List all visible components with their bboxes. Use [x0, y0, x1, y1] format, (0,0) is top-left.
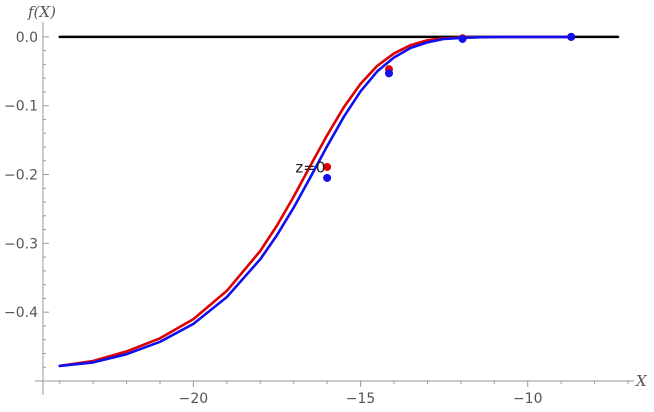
data-points — [323, 32, 576, 182]
axes: −20 −15 −10 0.0 −0.1 −0.2 −0.3 −0.4 — [4, 22, 634, 407]
x-tick-label: −15 — [346, 391, 376, 407]
series-line — [58, 35, 573, 368]
y-tick-label: −0.4 — [4, 305, 38, 321]
data-point — [567, 32, 576, 41]
x-axis-title: X — [635, 372, 648, 390]
data-point — [323, 173, 332, 182]
y-tick-label: −0.1 — [4, 99, 38, 115]
series-line — [58, 35, 573, 368]
data-point — [323, 162, 332, 171]
y-tick-label: 0.0 — [16, 30, 38, 46]
y-tick-label: −0.3 — [4, 236, 38, 252]
data-point — [384, 69, 393, 78]
y-tick-label: −0.2 — [4, 168, 38, 184]
curve-annotation: z=0 — [295, 159, 325, 177]
curves — [58, 35, 620, 368]
data-point — [458, 34, 467, 43]
y-axis-title: f(X) — [27, 3, 56, 21]
x-tick-label: −10 — [513, 391, 543, 407]
x-tick-label: −20 — [179, 391, 209, 407]
